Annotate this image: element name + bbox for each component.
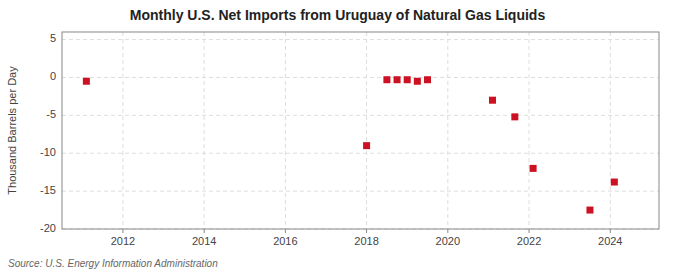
y-grid-line — [62, 191, 659, 192]
y-tick-label: -5 — [46, 108, 56, 120]
x-grid-line — [447, 32, 448, 229]
x-grid-line — [610, 32, 611, 229]
point — [611, 179, 618, 186]
points — [83, 76, 618, 213]
x-tick-label: 2020 — [436, 235, 460, 247]
axes: -20 -15 -10 -5 0 5 2012 2014 2016 2018 2020 2022 202… — [40, 32, 659, 247]
x-grid-line — [204, 32, 205, 229]
x-tick — [204, 229, 205, 233]
x-grid-line — [122, 32, 123, 229]
y-grid-line — [62, 153, 659, 154]
x-tick — [366, 229, 367, 233]
y-grid-line — [62, 115, 659, 116]
point — [383, 76, 390, 83]
y-grid-line — [62, 77, 659, 78]
y-grid-line — [62, 39, 659, 40]
point — [424, 76, 431, 83]
chart: -20 -15 -10 -5 0 5 2012 2014 2016 2018 2020 2022 202… — [0, 0, 675, 275]
source-note: Source: U.S. Energy Information Administ… — [8, 258, 218, 269]
y-tick-label: -15 — [40, 184, 56, 196]
title: Monthly U.S. Net Imports from Uruguay of… — [130, 7, 546, 23]
x-tick-label: 2018 — [354, 235, 378, 247]
point — [489, 97, 496, 104]
y-tick-label: 5 — [50, 32, 56, 44]
y-tick-label: -20 — [40, 222, 56, 234]
grid — [62, 32, 659, 229]
x-tick — [610, 229, 611, 233]
x-grid-line — [285, 32, 286, 229]
x-tick — [529, 229, 530, 233]
point — [394, 76, 401, 83]
x-grid-line — [529, 32, 530, 229]
x-tick — [122, 229, 123, 233]
y-axis-label: Thousand Barrels per Day — [6, 66, 18, 195]
point — [530, 165, 537, 172]
x-tick — [285, 229, 286, 233]
x-tick-label: 2014 — [192, 235, 216, 247]
point — [363, 142, 370, 149]
x-tick-label: 2022 — [517, 235, 541, 247]
y-tick-label: 0 — [50, 70, 56, 82]
point — [404, 76, 411, 83]
point — [586, 207, 593, 214]
x-tick-label: 2012 — [111, 235, 135, 247]
plot-area — [62, 32, 659, 229]
x-tick-label: 2016 — [273, 235, 297, 247]
y-tick-label: -10 — [40, 146, 56, 158]
x-tick-label: 2024 — [598, 235, 622, 247]
point — [414, 78, 421, 85]
plot-frame — [62, 32, 659, 229]
x-tick — [447, 229, 448, 233]
point — [83, 78, 90, 85]
point — [511, 113, 518, 120]
x-grid-line — [366, 32, 367, 229]
